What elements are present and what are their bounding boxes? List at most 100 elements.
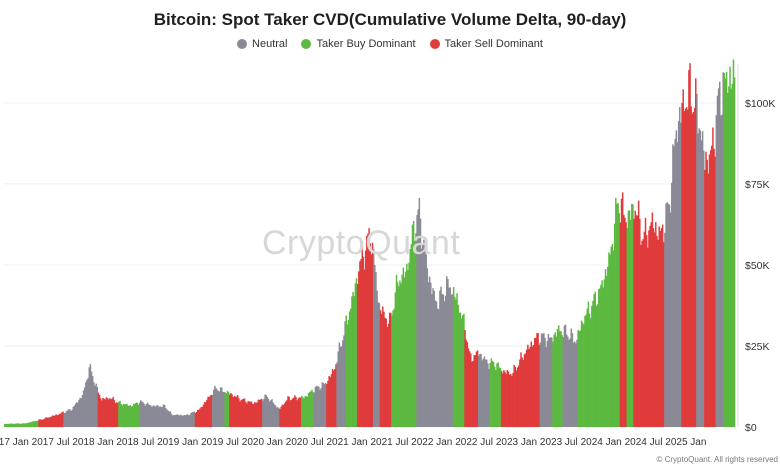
cvd-bar [677, 121, 680, 427]
cvd-bar [640, 244, 642, 427]
legend-item-taker-buy[interactable]: Taker Buy Dominant [301, 38, 416, 50]
cvd-bar [561, 335, 563, 427]
cvd-bar [248, 401, 250, 427]
cvd-bar [118, 401, 120, 427]
legend-item-taker-sell[interactable]: Taker Sell Dominant [429, 38, 543, 50]
cvd-bar [125, 404, 127, 427]
cvd-bar [295, 397, 297, 427]
cvd-bar [47, 417, 49, 427]
cvd-bar [38, 419, 40, 427]
cvd-bar [67, 409, 70, 427]
cvd-bar [348, 311, 351, 427]
cvd-bar [530, 341, 533, 427]
cvd-bar [470, 353, 472, 427]
x-tick-label: 2018 Jul [116, 437, 154, 448]
cvd-bar [498, 367, 501, 427]
cvd-bar [645, 235, 648, 427]
cvd-bar [103, 398, 105, 427]
cvd-bar [153, 405, 156, 427]
cvd-bar [412, 220, 415, 427]
cvd-bar [549, 337, 552, 427]
cvd-bar [130, 406, 133, 427]
cvd-bar [56, 414, 59, 427]
cvd-bar [157, 405, 159, 427]
cvd-bar [512, 373, 514, 427]
cvd-bar [107, 399, 110, 427]
cvd-bar [158, 406, 160, 427]
cvd-bar [189, 415, 191, 427]
cvd-bar [96, 386, 99, 427]
cvd-bar [150, 405, 152, 427]
cvd-bar [659, 230, 662, 427]
cvd-bar [242, 398, 245, 427]
cvd-bar [102, 398, 104, 427]
cvd-bar [441, 293, 443, 427]
cvd-bar [99, 398, 102, 427]
cvd-bar [217, 390, 220, 427]
cvd-bar [216, 389, 218, 427]
cvd-bar [648, 230, 650, 427]
cvd-bar [241, 399, 244, 427]
x-tick-label: 2020 Jan [242, 437, 283, 448]
cvd-bar [597, 289, 600, 427]
cvd-bar [519, 359, 521, 427]
cvd-bar [483, 356, 486, 427]
cvd-bar [46, 417, 48, 427]
cvd-bar [22, 423, 24, 427]
cvd-bar [179, 414, 182, 427]
cvd-bar [409, 249, 411, 427]
cvd-bar [296, 400, 298, 427]
cvd-bar [610, 246, 612, 427]
cvd-bar [340, 346, 343, 427]
cvd-bar [473, 355, 475, 427]
cvd-bar [712, 127, 714, 427]
cvd-bar [564, 324, 567, 427]
cvd-bar [522, 360, 525, 427]
cvd-bar [433, 290, 435, 427]
cvd-bar [178, 415, 181, 427]
cvd-bar [452, 287, 455, 427]
cvd-bar [382, 306, 384, 427]
cvd-bar [631, 203, 633, 427]
cvd-bar [496, 363, 498, 427]
x-tick-label: 2024 Jan [581, 437, 622, 448]
cvd-bar [110, 399, 112, 427]
cvd-bar [507, 371, 510, 427]
legend-item-neutral[interactable]: Neutral [237, 38, 287, 50]
cvd-bar [408, 262, 410, 427]
cvd-bar [7, 423, 9, 427]
cvd-bar [488, 369, 490, 427]
cvd-bar [182, 415, 184, 427]
y-tick-label: $50K [745, 260, 770, 272]
cvd-bar [727, 93, 729, 427]
cvd-bar [600, 284, 602, 427]
y-tick-label: $0 [745, 422, 757, 434]
cvd-bar [435, 301, 438, 427]
cvd-bar [271, 399, 273, 427]
cvd-bar [551, 337, 553, 427]
cvd-bar [417, 209, 419, 427]
cvd-bar [730, 88, 732, 427]
cvd-bar [273, 404, 276, 427]
cvd-bar [514, 366, 517, 427]
cvd-bar [383, 311, 385, 427]
cvd-bar [42, 419, 45, 427]
cvd-bar [697, 133, 699, 428]
cvd-bar [384, 317, 386, 427]
cvd-bar [721, 114, 723, 427]
cvd-bar [425, 254, 427, 427]
cvd-bar [438, 309, 440, 427]
cvd-bar [509, 373, 512, 427]
cvd-bar [524, 353, 527, 427]
cvd-bar [360, 259, 362, 427]
cvd-bar [673, 146, 675, 427]
cvd-bar [89, 364, 92, 427]
cvd-bar [467, 348, 470, 427]
cvd-bar [230, 393, 232, 427]
cvd-bar [268, 401, 271, 427]
cvd-bar [696, 93, 698, 427]
cvd-bar [151, 407, 153, 427]
cvd-bar [634, 210, 636, 427]
cvd-bar [128, 405, 130, 427]
cvd-bar [78, 399, 80, 427]
